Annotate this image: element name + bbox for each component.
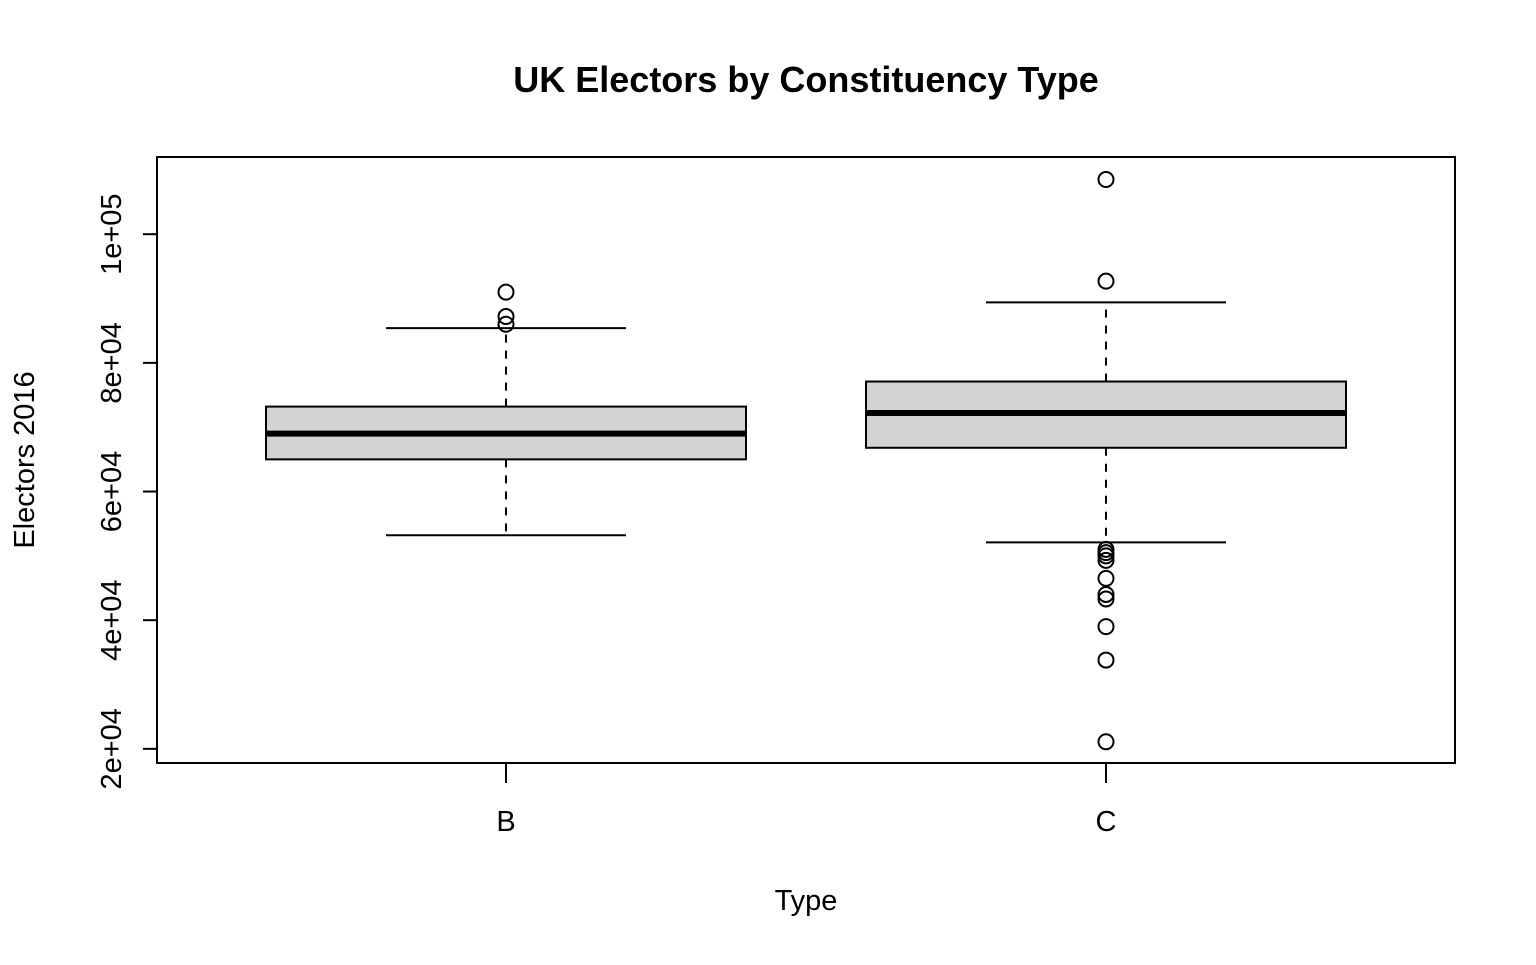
y-tick-label: 1e+05 (96, 193, 128, 274)
outlier-point (497, 308, 515, 326)
outlier-point (1097, 272, 1115, 290)
chart-title: UK Electors by Constituency Type (513, 59, 1098, 100)
y-tick-label: 6e+04 (96, 451, 128, 532)
outlier-point (1097, 733, 1115, 751)
outlier-point (1097, 590, 1115, 608)
y-axis-label: Electors 2016 (9, 371, 41, 548)
outlier-point (497, 315, 515, 333)
outlier-point (1097, 585, 1115, 603)
y-tick-label: 8e+04 (96, 322, 128, 403)
box-group-B (265, 283, 747, 537)
outlier-point (1097, 551, 1115, 569)
y-tick-label: 4e+04 (96, 579, 128, 660)
outlier-point (1097, 618, 1115, 636)
x-tick-label: C (1096, 806, 1117, 838)
outlier-point (1097, 171, 1115, 189)
x-axis-label: Type (775, 885, 838, 917)
box-group-C (865, 171, 1347, 751)
outlier-point (1097, 569, 1115, 587)
x-tick-label: B (496, 806, 515, 838)
outlier-point (1097, 547, 1115, 565)
outlier-point (1097, 651, 1115, 669)
y-axis: 2e+04 4e+04 6e+04 8e+04 1e+05 (96, 193, 157, 790)
plot-frame (156, 156, 1456, 764)
plot-marks (265, 171, 1347, 751)
outlier-point (497, 283, 515, 301)
y-tick-label: 2e+04 (96, 708, 128, 789)
